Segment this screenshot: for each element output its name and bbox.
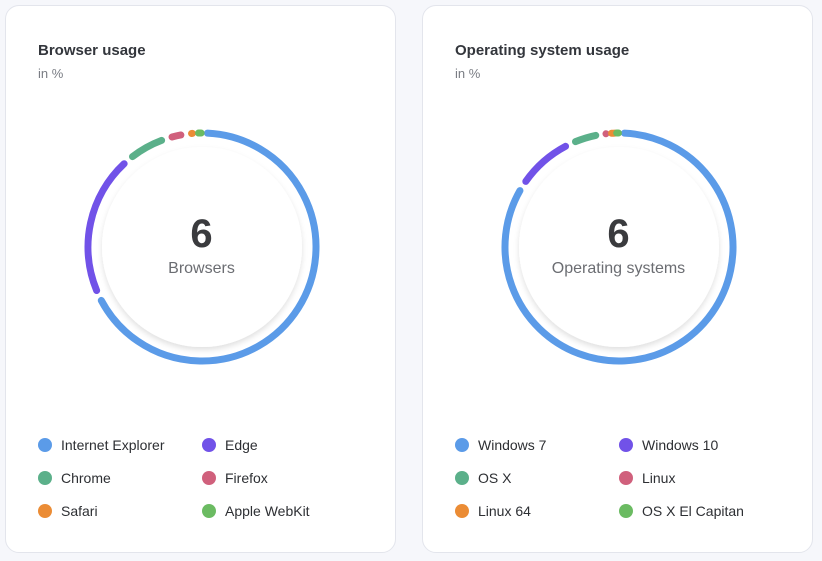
legend-dot-icon (38, 471, 52, 485)
center-label: Browsers (168, 260, 235, 277)
legend-dot-icon (455, 504, 469, 518)
legend-item[interactable]: Windows 10 (619, 437, 718, 453)
legend-item[interactable]: Linux (619, 470, 675, 486)
legend-item[interactable]: Firefox (202, 470, 268, 486)
legend-label: Windows 10 (642, 437, 719, 453)
legend-dot-icon (202, 438, 216, 452)
browser-usage-card: Browser usage in % 6 Browsers Internet E… (5, 5, 396, 553)
slice-chrome[interactable] (128, 136, 166, 161)
legend-dot-icon (619, 438, 633, 452)
os-donut-chart (501, 129, 737, 365)
legend-dot-icon (38, 438, 52, 452)
legend-dot-icon (619, 504, 633, 518)
donut-inner-circle (102, 147, 302, 347)
legend-item[interactable]: Internet Explorer (38, 437, 165, 453)
slice-os-x[interactable] (571, 131, 600, 146)
legend-dot-icon (455, 438, 469, 452)
legend-dot-icon (38, 504, 52, 518)
legend-label: Linux 64 (478, 503, 531, 519)
legend-label: Linux (642, 470, 676, 486)
legend-item[interactable]: Apple WebKit (202, 503, 310, 519)
legend-label: OS X El Capitan (642, 503, 744, 519)
legend-dot-icon (619, 471, 633, 485)
slice-firefox[interactable] (168, 131, 185, 141)
legend-item[interactable]: Chrome (38, 470, 111, 486)
legend-item[interactable]: Windows 7 (455, 437, 546, 453)
slice-edge[interactable] (84, 160, 128, 295)
legend-label: Windows 7 (478, 437, 547, 453)
legend-label: OS X (478, 470, 512, 486)
legend-label: Chrome (61, 470, 111, 486)
legend-dot-icon (455, 471, 469, 485)
chart-subtitle: in % (38, 66, 64, 81)
slice-internet-explorer[interactable] (97, 129, 320, 365)
chart-title: Browser usage (38, 42, 146, 59)
center-value: 6 (190, 212, 213, 256)
legend-item[interactable]: OS X El Capitan (619, 503, 744, 519)
os-usage-card: Operating system usage in % 6 Operating … (422, 5, 813, 553)
legend-label: Edge (225, 437, 258, 453)
browser-donut-chart (84, 129, 320, 365)
legend-dot-icon (202, 504, 216, 518)
legend-label: Firefox (225, 470, 268, 486)
donut-inner-circle (519, 147, 719, 347)
legend-label: Apple WebKit (225, 503, 310, 519)
legend-item[interactable]: Linux 64 (455, 503, 531, 519)
center-label: Operating systems (551, 260, 686, 277)
legend-dot-icon (202, 471, 216, 485)
legend-item[interactable]: OS X (455, 470, 511, 486)
legend-item[interactable]: Edge (202, 437, 258, 453)
slice-windows-7[interactable] (501, 129, 737, 365)
slice-windows-10[interactable] (522, 142, 570, 185)
legend-label: Internet Explorer (61, 437, 165, 453)
legend-item[interactable]: Safari (38, 503, 98, 519)
center-value: 6 (607, 212, 630, 256)
legend-label: Safari (61, 503, 98, 519)
chart-subtitle: in % (455, 66, 481, 81)
chart-title: Operating system usage (455, 42, 630, 59)
